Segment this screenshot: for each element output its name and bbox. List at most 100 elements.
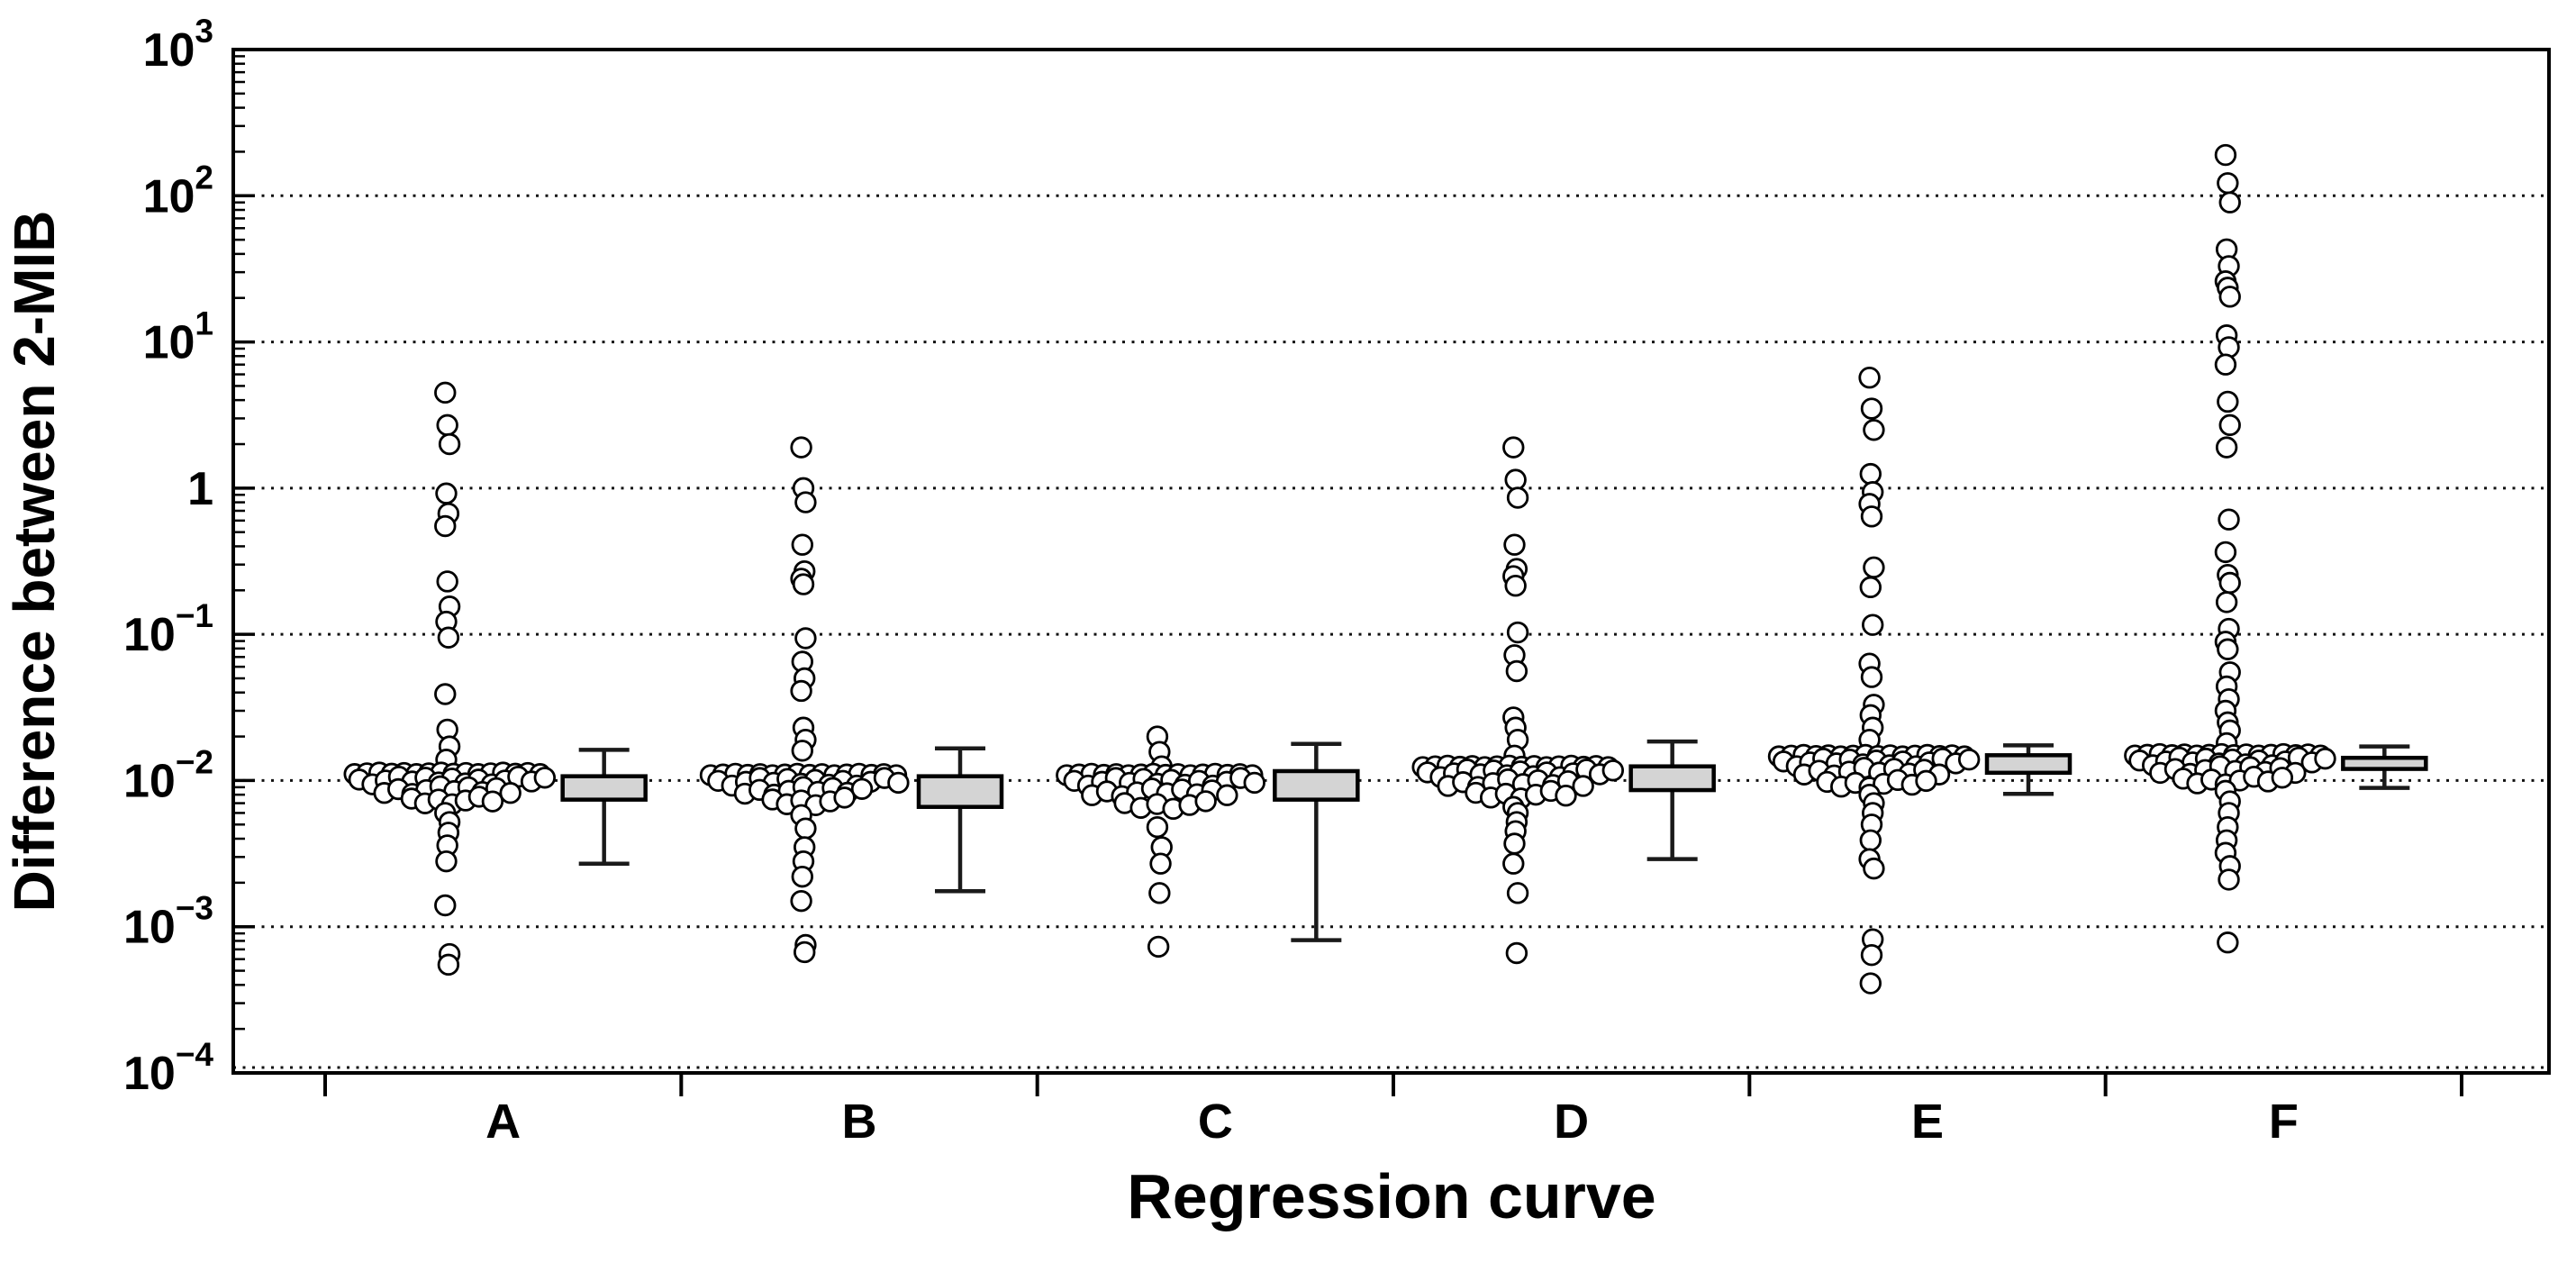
data-point-circle	[850, 777, 874, 800]
data-point-circle	[1858, 366, 1881, 389]
x-category-label-A: A	[485, 1095, 521, 1149]
box-plot-C	[1273, 741, 1360, 942]
box-iqr	[916, 774, 1004, 809]
data-point-circle	[1149, 852, 1172, 875]
data-point-circle	[438, 432, 461, 456]
plot-frame	[231, 48, 2551, 1075]
data-point-circle	[436, 413, 458, 437]
strip-F	[2124, 143, 2336, 954]
data-point-circle	[2217, 638, 2239, 660]
x-category-label-D: D	[1554, 1095, 1589, 1149]
box-iqr	[1273, 768, 1360, 802]
y-tick-label: 101	[143, 305, 213, 369]
data-point-circle	[1860, 505, 1883, 528]
data-point-circle	[791, 533, 814, 556]
data-point-circle	[1915, 769, 1937, 793]
data-point-circle	[1505, 659, 1528, 683]
box-iqr	[2341, 755, 2428, 771]
data-point-circle	[2217, 931, 2239, 954]
y-tick-label: 10−4	[123, 1036, 213, 1100]
data-point-circle	[2218, 286, 2241, 308]
data-point-circle	[434, 683, 457, 705]
data-point-circle	[1957, 748, 1981, 771]
x-category-label-E: E	[1911, 1095, 1944, 1149]
data-point-circle	[792, 573, 815, 595]
data-point-circle	[1860, 943, 1883, 967]
data-point-circle	[794, 817, 817, 840]
data-point-circle	[2217, 390, 2239, 413]
data-point-circle	[533, 767, 557, 789]
strip-A	[343, 381, 557, 977]
data-point-circle	[794, 940, 816, 964]
axes-frame-layer	[231, 48, 2551, 1096]
data-point-circle	[481, 790, 504, 813]
data-point-circle	[791, 865, 814, 888]
data-point-circle	[2218, 413, 2241, 437]
data-point-circle	[435, 850, 458, 873]
data-point-circle	[1502, 436, 1525, 459]
gridlines-layer	[233, 194, 2549, 1069]
data-point-circle	[2218, 508, 2240, 531]
data-point-circle	[1859, 576, 1882, 599]
box-plot-E	[1984, 743, 2073, 796]
y-tick-label: 103	[143, 13, 213, 77]
data-point-circle	[794, 491, 817, 513]
box-plot-F	[2341, 744, 2428, 790]
data-point-circle	[434, 894, 457, 917]
box-plot-A	[560, 748, 648, 866]
data-point-circle	[1859, 829, 1882, 851]
data-point-circle	[1862, 613, 1884, 636]
data-point-circle	[1503, 832, 1526, 855]
data-point-circle	[833, 786, 856, 809]
y-tick-label: 10−3	[123, 890, 213, 954]
data-point-circle	[1863, 857, 1885, 880]
strip-B	[699, 436, 910, 964]
data-point-circle	[1243, 771, 1265, 795]
data-point-circle	[2271, 767, 2294, 789]
x-axis-title: Regression curve	[1127, 1161, 1655, 1231]
data-point-circle	[1505, 941, 1528, 965]
x-category-label-F: F	[2269, 1095, 2299, 1149]
data-point-circle	[1216, 784, 1238, 806]
data-point-circle	[1555, 785, 1577, 807]
data-point-circle	[790, 679, 812, 703]
box-iqr	[560, 774, 648, 802]
data-point-circle	[1860, 666, 1883, 688]
data-point-circle	[790, 436, 812, 459]
data-point-circle	[887, 771, 910, 795]
strip-D	[1411, 436, 1625, 965]
data-point-circle	[1506, 621, 1529, 644]
data-point-circle	[794, 627, 817, 650]
data-point-circle	[2218, 868, 2240, 891]
data-point-circle	[1572, 775, 1594, 797]
data-point-circle	[2215, 591, 2238, 613]
x-category-labels: A B C D E F	[485, 1095, 2299, 1149]
box-plot-D	[1628, 739, 1716, 861]
box-iqr	[1628, 764, 1716, 793]
data-point-circle	[2218, 191, 2241, 214]
data-point-circle	[1194, 790, 1217, 813]
y-tick-label: 10−1	[123, 597, 213, 661]
data-point-circle	[791, 740, 814, 762]
y-tick-label: 1	[187, 463, 213, 515]
y-axis-title: Difference between 2-MIB	[2, 211, 67, 913]
data-point-circle	[1863, 556, 1885, 579]
data-point-circle	[435, 482, 458, 504]
data-point-circle	[1502, 852, 1525, 875]
data-point-circle	[1859, 972, 1882, 995]
data-point-circle	[1863, 419, 1885, 441]
data-point-circle	[1506, 486, 1529, 509]
data-point-circle	[1503, 533, 1526, 556]
data-point-circle	[436, 570, 458, 593]
data-point-circle	[2217, 172, 2239, 195]
data-point-circle	[1146, 815, 1169, 839]
strip-E	[1767, 366, 1981, 995]
data-point-circle	[1504, 574, 1527, 597]
data-point-circle	[437, 626, 460, 649]
data-point-circle	[434, 514, 457, 538]
data-point-circle	[437, 953, 460, 977]
y-tick-label: 102	[143, 159, 213, 223]
box-iqr	[1984, 753, 2073, 776]
